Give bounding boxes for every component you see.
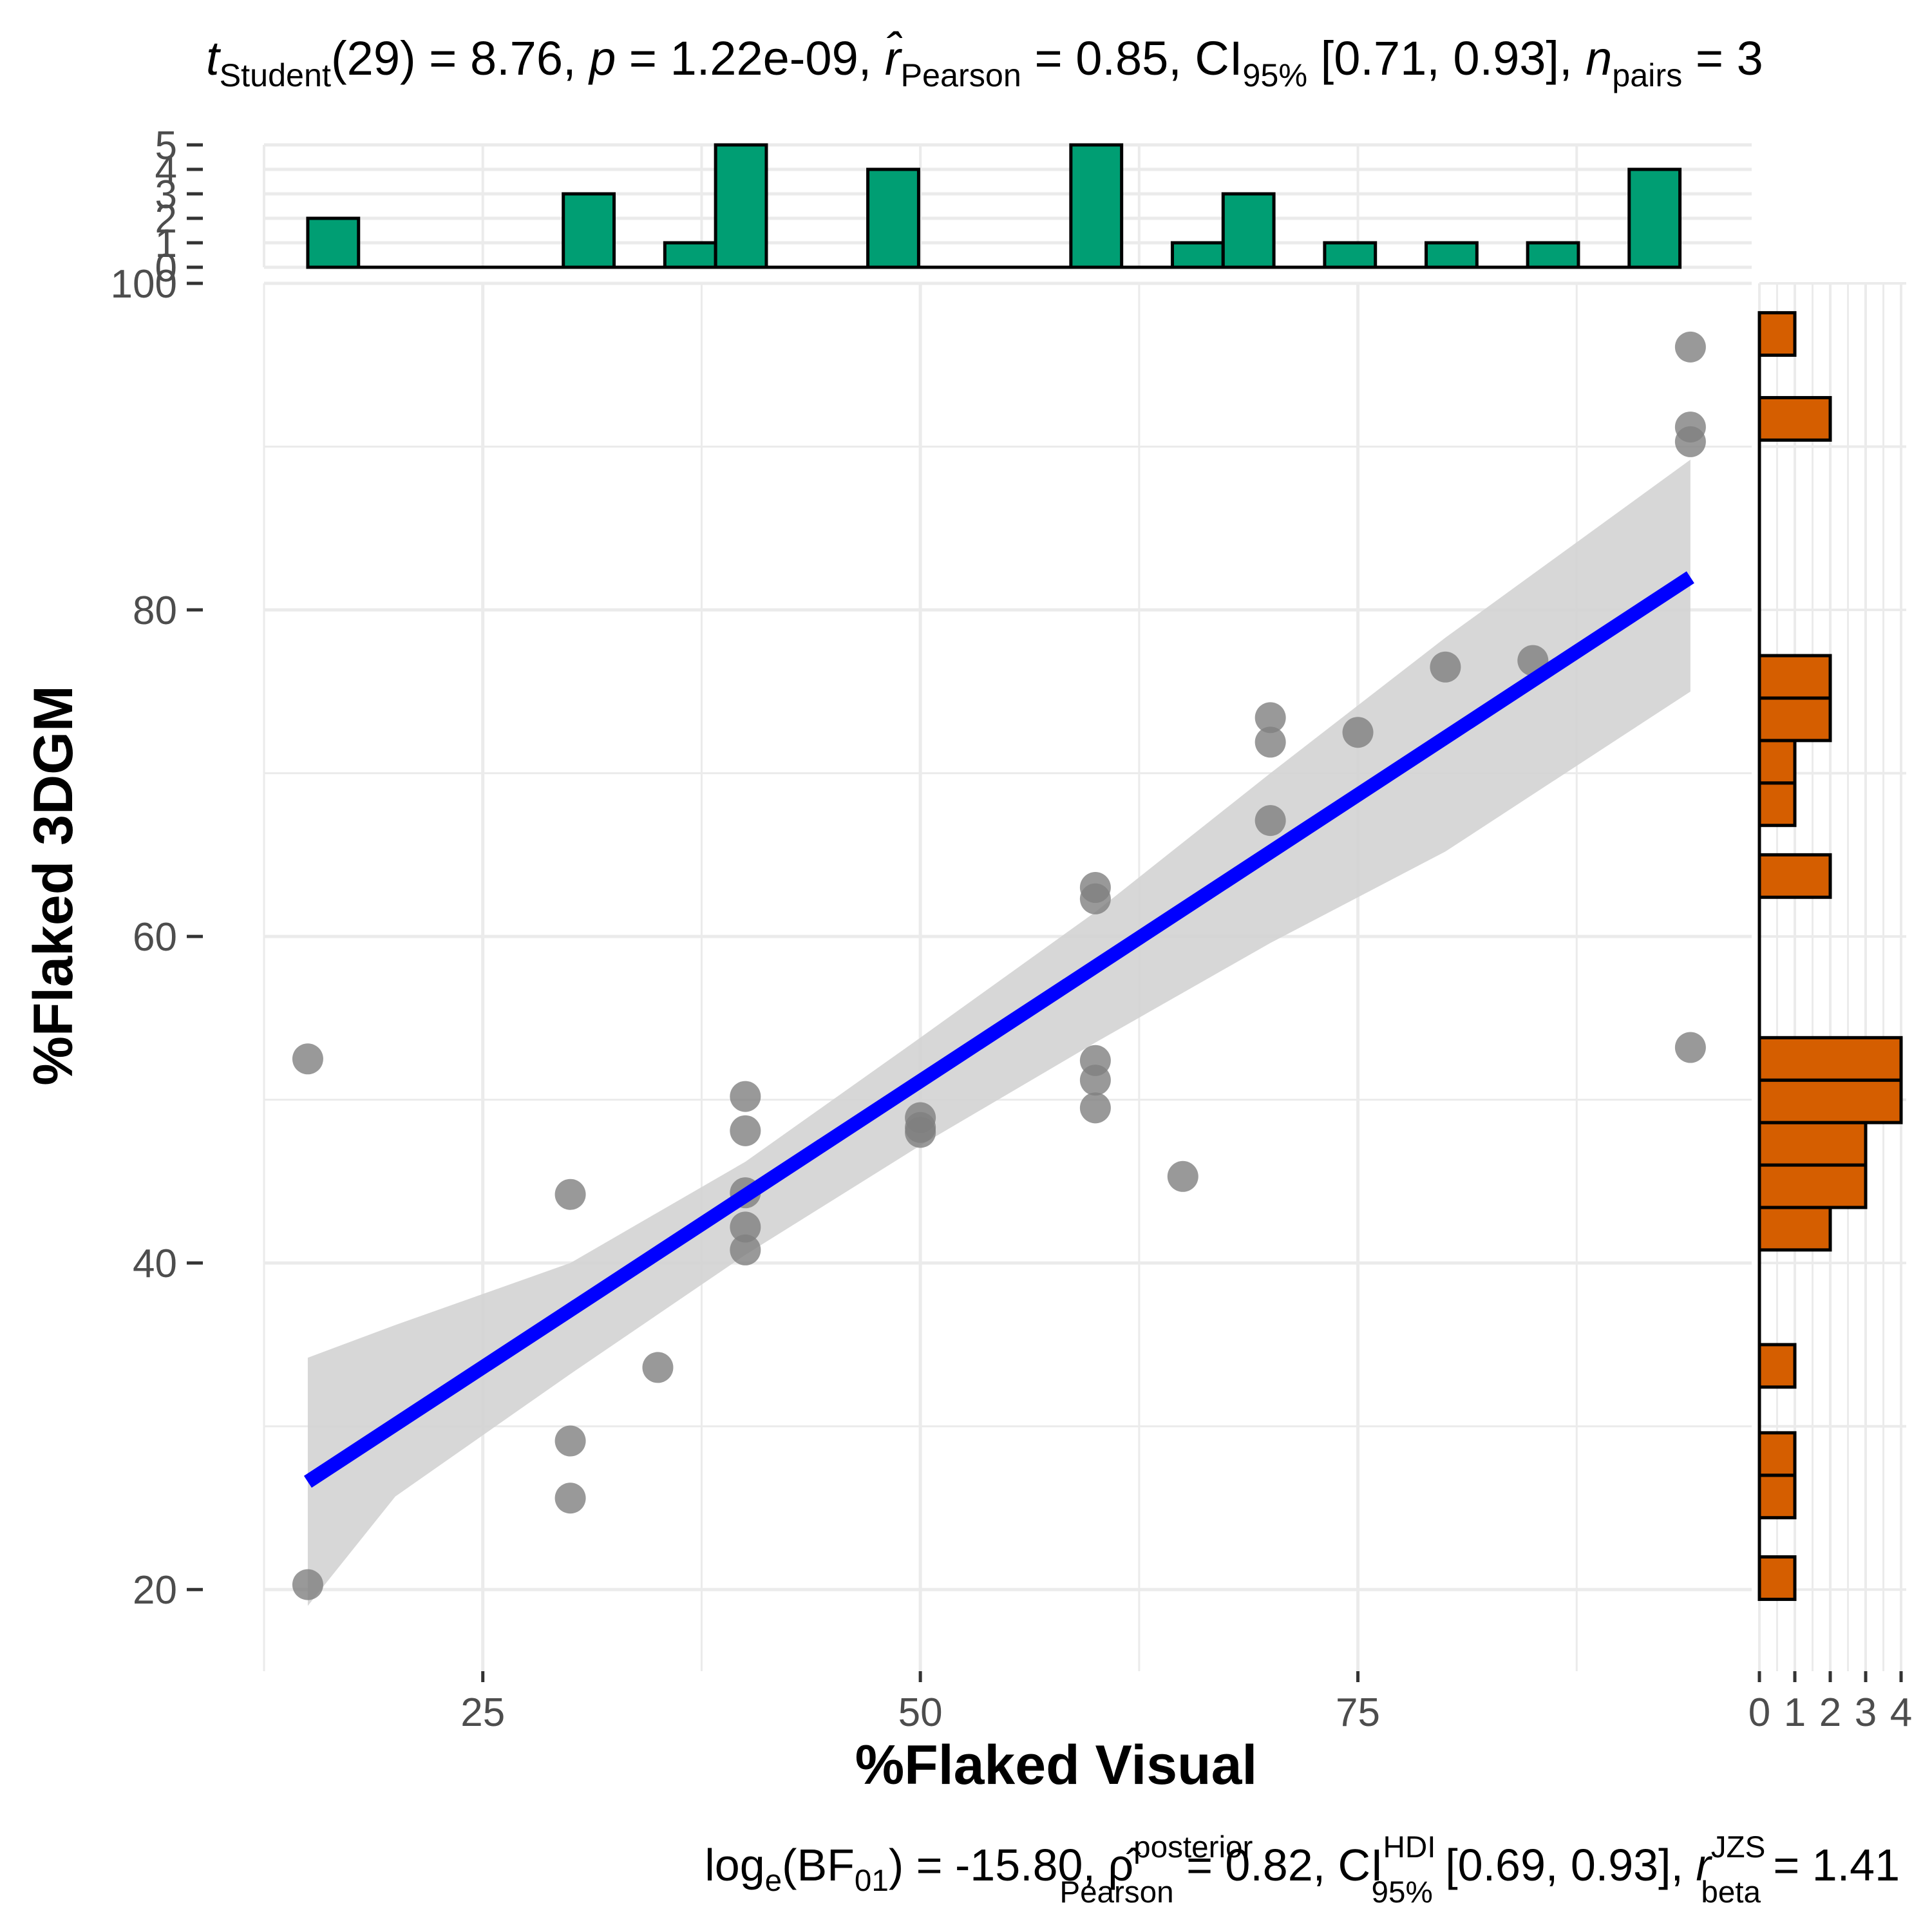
top-hist-bar [1221, 192, 1276, 269]
top-hist-tick-label: 1 [155, 222, 177, 266]
top-hist-bar [1526, 241, 1580, 269]
top-hist-bar [1323, 241, 1378, 269]
scatter-grid [263, 281, 1752, 1671]
top-hist-bar [714, 143, 768, 269]
data-point [1079, 1092, 1111, 1124]
y-axis-title: %Flaked 3DGM [23, 685, 84, 1085]
data-point [1255, 726, 1286, 758]
right-hist-bar [1757, 1431, 1797, 1477]
y-tick-label: 100 [111, 262, 177, 307]
top-histogram-grid [263, 143, 1752, 269]
y-tick-label: 60 [133, 915, 177, 960]
right-hist-bar [1757, 1036, 1903, 1082]
x-tick-label: 50 [898, 1690, 943, 1735]
data-point [1079, 1065, 1111, 1096]
right-hist-bar [1757, 1473, 1797, 1520]
data-point [292, 1043, 323, 1075]
right-hist-bar [1757, 739, 1797, 785]
x-tick-label: 25 [460, 1690, 505, 1735]
right-hist-tick-label: 2 [1819, 1690, 1841, 1735]
right-hist-tick-label: 1 [1784, 1690, 1806, 1735]
data-point [905, 1117, 936, 1148]
data-point [642, 1352, 674, 1383]
right-hist-bar [1757, 696, 1832, 743]
data-point [1079, 883, 1111, 914]
right-hist-bar [1757, 1555, 1797, 1601]
top-hist-bar [1069, 143, 1124, 269]
data-point [730, 1234, 761, 1265]
top-hist-bar [1170, 241, 1225, 269]
right-hist-bar [1757, 311, 1797, 357]
y-tick-label: 40 [133, 1242, 177, 1286]
right-histogram-bars [1757, 311, 1903, 1601]
data-point [730, 1115, 761, 1146]
right-hist-bar [1757, 1163, 1868, 1209]
right-hist-bar [1757, 1206, 1832, 1252]
data-point [554, 1179, 586, 1210]
x-axis-ticks: 25 50 75 [460, 1671, 1380, 1735]
right-hist-bar [1757, 1078, 1903, 1124]
data-point [1674, 426, 1706, 457]
top-histogram-bars [306, 143, 1682, 269]
top-hist-tick-label: 0 [155, 246, 177, 290]
data-point [730, 1211, 761, 1243]
top-hist-bar [1627, 167, 1682, 269]
top-hist-bar [1425, 241, 1479, 269]
right-hist-bar [1757, 1121, 1868, 1167]
data-point [1342, 717, 1374, 748]
y-axis-ticks: 20 40 60 80 100 [111, 262, 203, 1613]
top-hist-bar [866, 167, 920, 269]
right-hist-bar [1757, 853, 1832, 899]
right-hist-tick-label: 4 [1890, 1690, 1912, 1735]
right-hist-tick-label: 3 [1855, 1690, 1877, 1735]
scatter-panel: 25 50 75 20 40 60 80 100 [111, 262, 1752, 1735]
y-tick-label: 20 [133, 1568, 177, 1613]
right-hist-bar [1757, 1343, 1797, 1389]
scatter-points [292, 331, 1706, 1600]
top-hist-tick-label: 2 [155, 197, 177, 242]
top-hist-bar [562, 192, 616, 269]
data-point [1674, 331, 1706, 363]
stats-bottom-label: loge(BF01) = -15.80, ρ̂posterior Pearson … [705, 1830, 1900, 1909]
data-point [1674, 1032, 1706, 1063]
data-point [292, 1569, 323, 1600]
x-axis-title: %Flaked Visual [855, 1734, 1258, 1796]
top-hist-bar [663, 241, 717, 269]
right-hist-bar [1757, 395, 1832, 442]
data-point [1430, 651, 1461, 683]
top-hist-bar [306, 216, 361, 269]
right-hist-tick-label: 0 [1748, 1690, 1770, 1735]
x-tick-label: 75 [1336, 1690, 1380, 1735]
top-hist-tick-label: 4 [155, 148, 177, 193]
top-hist-tick-label: 5 [155, 124, 177, 168]
stats-top-label: tStudent(29) = 8.76, p = 1.22e-09, r̂Pea… [206, 30, 1763, 93]
data-point [1255, 805, 1286, 837]
data-point [1255, 702, 1286, 734]
right-hist-bar [1757, 781, 1797, 828]
data-point [730, 1081, 761, 1112]
data-point [554, 1482, 586, 1514]
data-point [1167, 1160, 1198, 1192]
data-point [554, 1425, 586, 1457]
regression-line [303, 571, 1694, 1488]
right-hist-bar [1757, 654, 1832, 700]
top-hist-tick-label: 3 [155, 173, 177, 217]
y-tick-label: 80 [133, 589, 177, 633]
